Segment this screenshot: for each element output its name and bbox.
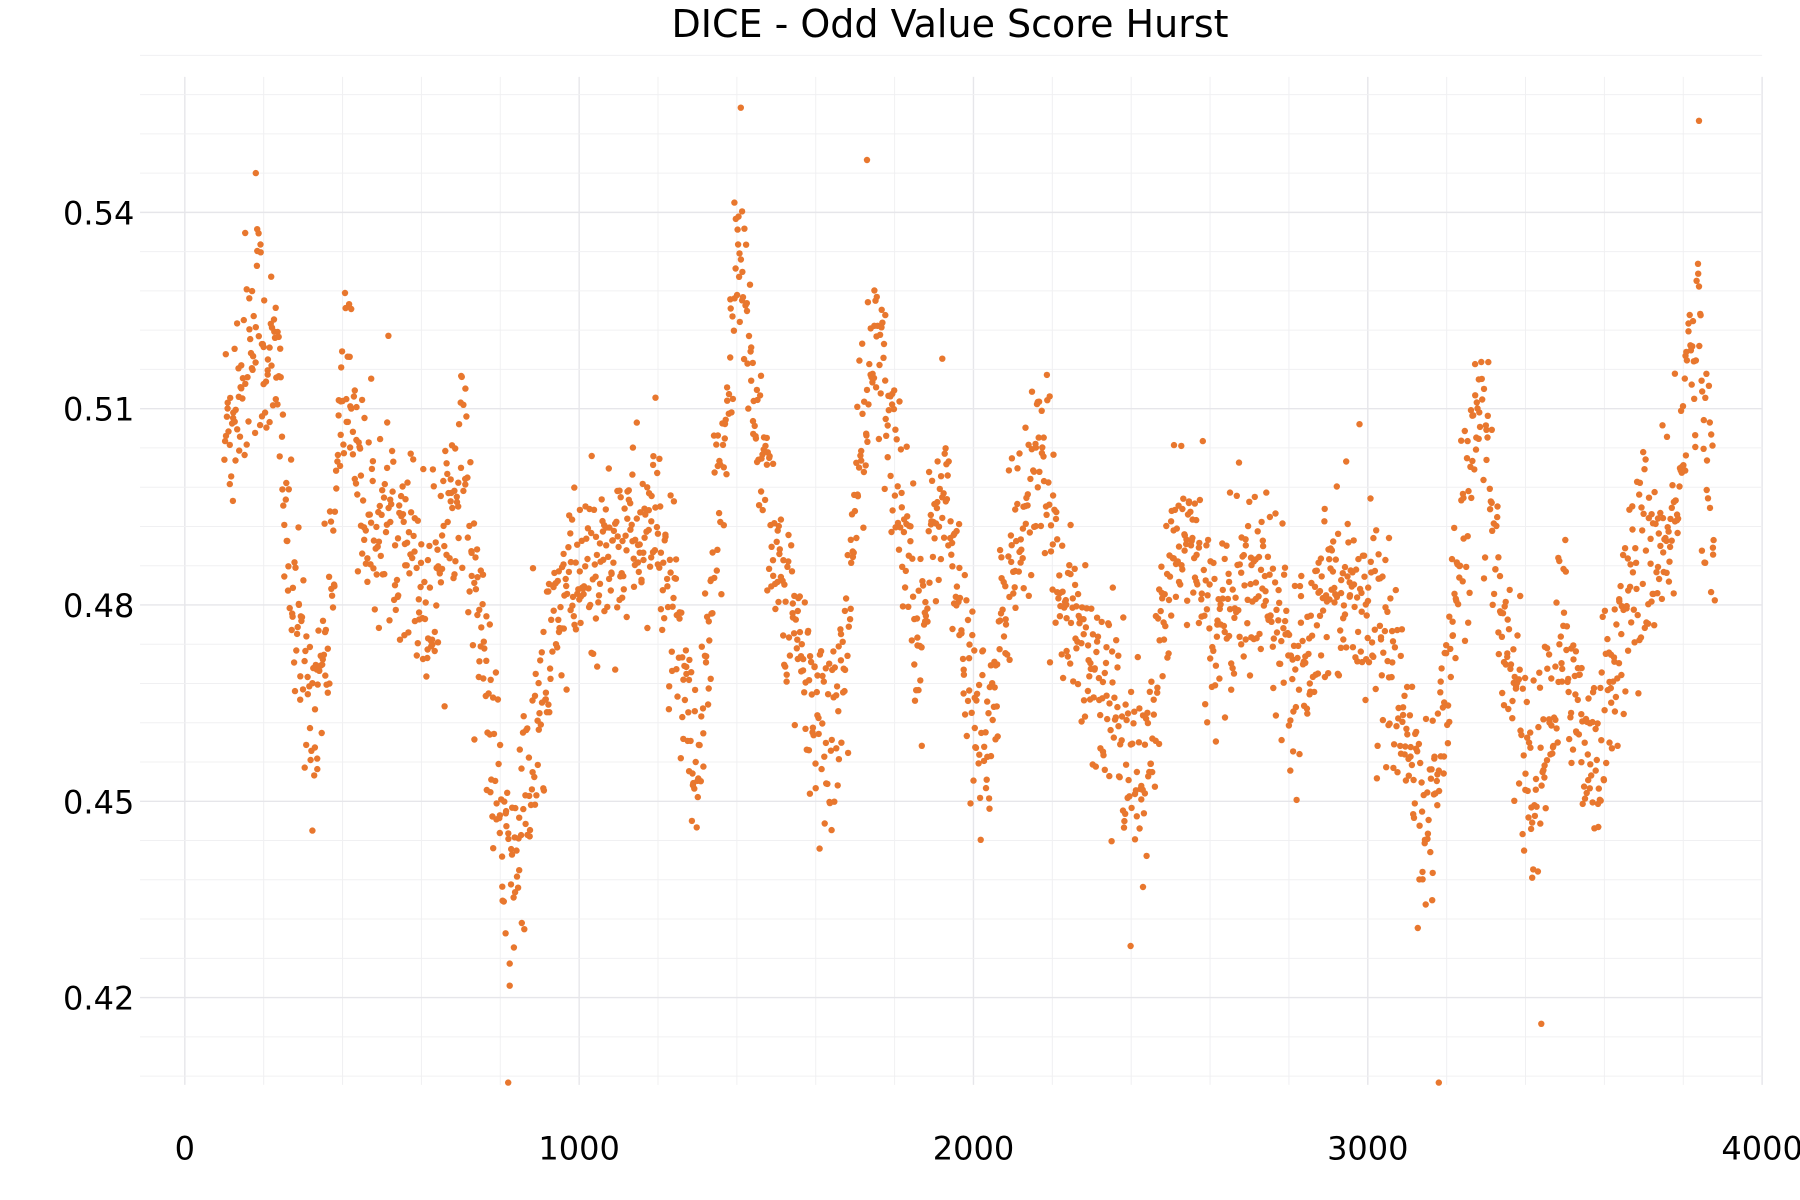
x-tick-label: 4000	[1721, 1129, 1800, 1167]
y-tick-label: 0.48	[63, 587, 134, 625]
data-points	[221, 104, 1719, 1086]
x-tick-label: 0	[175, 1129, 195, 1167]
y-tick-label: 0.54	[63, 194, 134, 232]
y-tick-label: 0.51	[63, 391, 134, 429]
x-tick-label: 2000	[933, 1129, 1014, 1167]
grid-lines	[140, 54, 1763, 1085]
y-tick-label: 0.42	[63, 980, 134, 1018]
chart-title: DICE - Odd Value Score Hurst	[671, 2, 1229, 46]
x-tick-label: 3000	[1327, 1129, 1408, 1167]
x-tick-label: 1000	[538, 1129, 619, 1167]
y-tick-label: 0.45	[63, 783, 134, 821]
y-axis-ticks: 0.42 0.45 0.48 0.51 0.54	[63, 194, 134, 1017]
x-axis-ticks: 0 1000 2000 3000 4000	[175, 1129, 1800, 1167]
